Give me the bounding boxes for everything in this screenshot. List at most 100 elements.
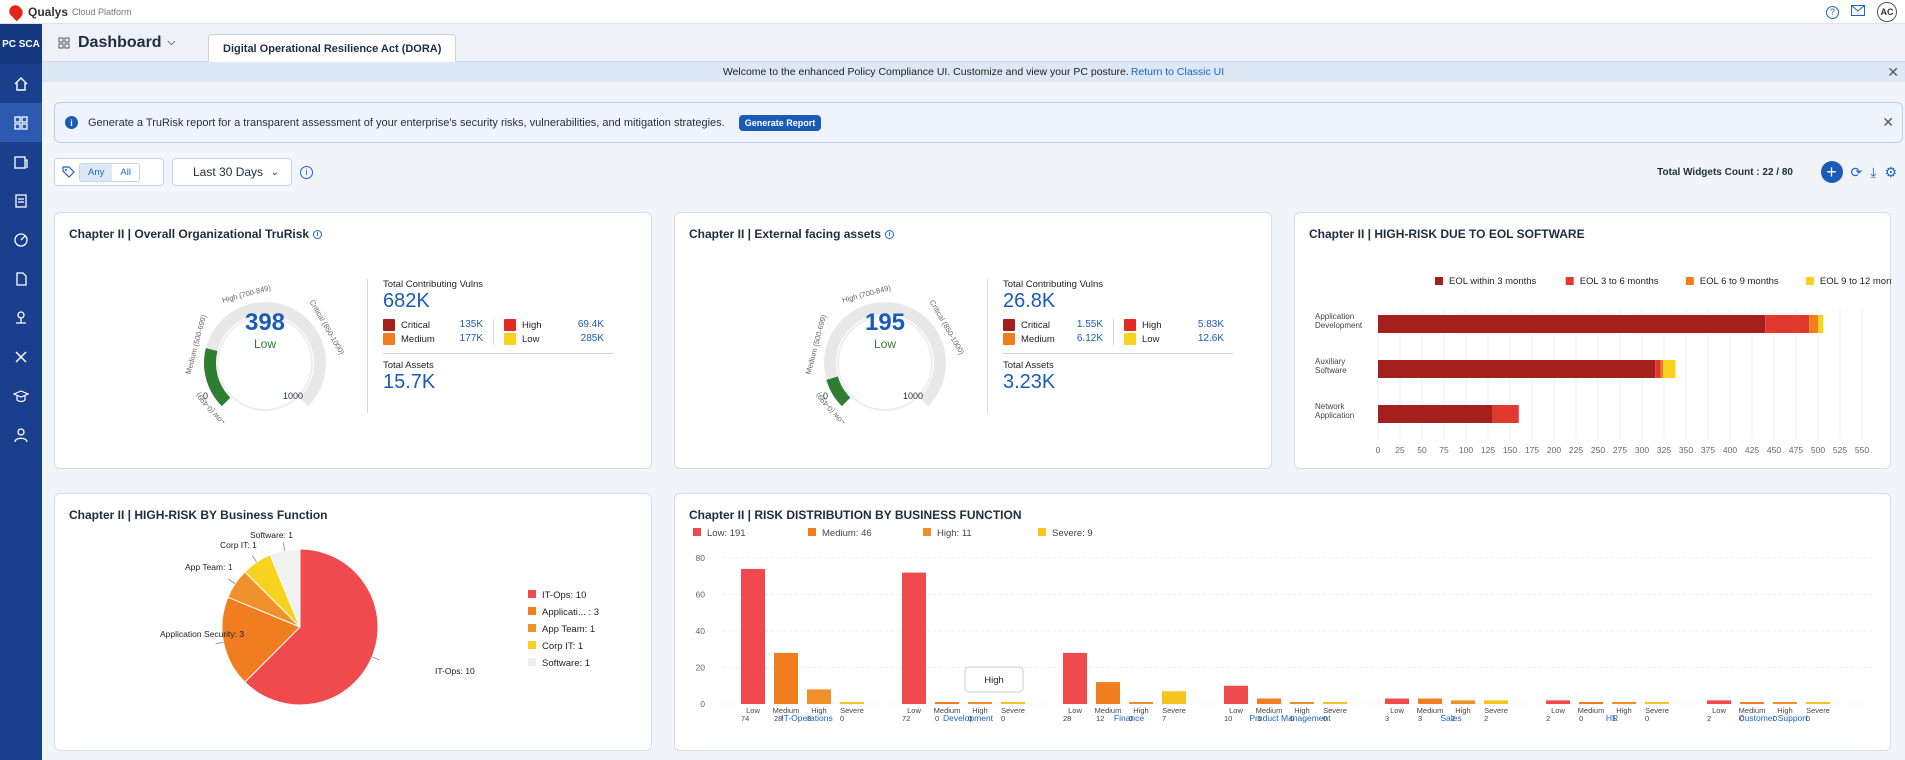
sidebar-item-dashboard[interactable] (0, 103, 42, 142)
bar (1385, 698, 1409, 704)
sidebar-item-network[interactable] (0, 298, 42, 337)
medium-value: 177K (459, 333, 483, 345)
info-text: Generate a TruRisk report for a transpar… (88, 116, 725, 129)
info-icon[interactable]: i (300, 165, 313, 179)
sidebar-item-assets[interactable] (0, 142, 42, 181)
trurisk-score-label: Low (253, 337, 276, 351)
legend-label: App Team: 1 (542, 624, 595, 635)
gauge-track (824, 302, 946, 407)
bar-category-label: Severe (1806, 706, 1830, 715)
bar (1579, 702, 1603, 704)
bar (902, 572, 926, 704)
close-icon[interactable]: ✕ (1887, 63, 1899, 80)
critical-label: Critical (1021, 320, 1051, 331)
dashboard-selector[interactable]: Dashboard ⌵ (58, 34, 175, 52)
sidebar-item-tools[interactable] (0, 337, 42, 376)
x-tick-label: 150 (1503, 445, 1517, 455)
bar-value-label: 0 (935, 714, 939, 723)
gauge-max: 1000 (283, 391, 304, 401)
legend-label: IT-Ops: 10 (542, 590, 586, 601)
y-tick-label: 80 (696, 553, 706, 563)
tab-dora[interactable]: Digital Operational Resilience Act (DORA… (208, 34, 457, 62)
bar-value-label: 28 (774, 714, 782, 723)
sidebar-item-reports[interactable] (0, 181, 42, 220)
card-title: Chapter II | HIGH-RISK BY Business Funct… (69, 508, 328, 522)
mail-icon[interactable] (1851, 5, 1865, 19)
tooltip-box (964, 666, 1024, 693)
product-switcher[interactable]: PC SCA (0, 24, 42, 64)
low-value: 285K (580, 333, 604, 345)
settings-icon[interactable]: ⚙ (1884, 163, 1897, 180)
bar (1645, 702, 1669, 704)
x-tick-label: 200 (1547, 445, 1561, 455)
x-tick-label: 475 (1789, 445, 1803, 455)
any-option[interactable]: Any (80, 163, 113, 181)
classic-ui-banner: Welcome to the enhanced Policy Complianc… (42, 62, 1905, 82)
avatar[interactable]: AC (1877, 2, 1897, 22)
bar-category-label: Medium (1417, 706, 1444, 715)
x-tick-label: 25 (1395, 445, 1405, 455)
tag-filter[interactable]: Any All (54, 158, 164, 186)
help-icon[interactable]: ? (1826, 5, 1839, 19)
bar-value-label: 3 (1385, 714, 1389, 723)
high-label: High (522, 320, 542, 331)
bar (741, 568, 765, 704)
sidebar-item-user[interactable] (0, 415, 42, 454)
date-range-select[interactable]: Last 30 Days ⌄ (172, 158, 292, 186)
x-tick-label: 375 (1701, 445, 1715, 455)
bar (1740, 702, 1764, 704)
bar-value-label: 28 (1063, 714, 1071, 723)
card-business-function-pie: Chapter II | HIGH-RISK BY Business Funct… (54, 493, 652, 751)
classic-ui-link[interactable]: Return to Classic UI (1130, 66, 1225, 78)
legend-swatch (528, 641, 536, 649)
bar (840, 702, 864, 704)
gauge-fill (826, 376, 851, 407)
bar-value-label: 0 (968, 714, 972, 723)
bar (1707, 700, 1731, 704)
high-value: 69.4K (577, 319, 604, 330)
assets-total: 15.7K (383, 371, 436, 394)
gauge-inner (837, 315, 933, 411)
group-label: Customer Support (1739, 713, 1809, 723)
sidebar-item-learning[interactable] (0, 376, 42, 415)
qualys-logo[interactable]: Qualys Cloud Platform (6, 2, 132, 21)
trurisk-score: 195 (864, 309, 906, 336)
info-icon[interactable]: i (313, 230, 323, 240)
gauge-center: 195 Low (835, 309, 935, 351)
bar-value-label: 2 (1451, 714, 1455, 723)
sidebar-item-policies[interactable] (0, 259, 42, 298)
bar-value-label: 2 (1546, 714, 1550, 723)
x-tick-label: 350 (1679, 445, 1693, 455)
sidebar-item-scans[interactable] (0, 220, 42, 259)
x-tick-label: 225 (1569, 445, 1583, 455)
bar (1418, 698, 1442, 704)
bar-category-label: Low (1551, 706, 1565, 715)
sidebar-item-home[interactable] (0, 64, 42, 103)
bar-segment (1660, 360, 1664, 378)
info-icon[interactable]: i (885, 230, 895, 240)
date-range-value: Last 30 Days (193, 165, 264, 179)
bar-segment (1818, 315, 1824, 333)
medium-label: Medium (401, 334, 435, 346)
generate-report-button[interactable]: Generate Report (738, 114, 822, 131)
add-widget-button[interactable]: + (1820, 161, 1843, 183)
pie-slice (269, 548, 301, 628)
any-all-toggle[interactable]: Any All (79, 162, 140, 182)
filter-bar: Any All Last 30 Days ⌄ i (54, 158, 313, 186)
bar-category-label: High (811, 706, 826, 715)
x-tick-label: 400 (1723, 445, 1737, 455)
bar (1224, 685, 1248, 704)
trurisk-score-label: Low (873, 337, 896, 351)
x-tick-label: 500 (1811, 445, 1825, 455)
business-function-pie: IT-Ops: 10 Application Security: 3 App Tea… (160, 530, 599, 706)
bar (1096, 682, 1120, 704)
download-icon[interactable]: ⤓ (1870, 163, 1877, 180)
bar (1290, 702, 1314, 704)
sidebar: PC SCA (0, 24, 42, 760)
bar-segment (1378, 360, 1656, 378)
vuln-stats: Total Contributing Vulns 26.8K Critical 1… (1003, 279, 1233, 394)
bar (1323, 702, 1347, 704)
all-option[interactable]: All (120, 166, 131, 178)
refresh-icon[interactable]: ⟳ (1850, 163, 1863, 180)
close-icon[interactable]: ✕ (1882, 114, 1894, 130)
